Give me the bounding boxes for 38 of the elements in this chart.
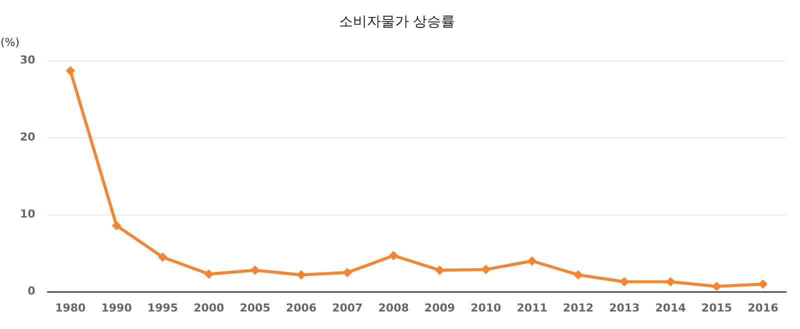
point xyxy=(66,66,75,76)
point xyxy=(481,264,490,274)
chart-title: 소비자물가 상승률 xyxy=(338,14,456,30)
x-tick-label: 1980 xyxy=(55,301,86,314)
y-tick-label: 10 xyxy=(20,208,36,221)
y-tick-label: 30 xyxy=(20,54,36,67)
x-tick-label: 1995 xyxy=(147,301,178,314)
point xyxy=(435,266,444,275)
point xyxy=(666,277,676,286)
y-tick-label: 0 xyxy=(28,284,36,298)
x-tick-label: 2013 xyxy=(609,301,640,314)
y-axis-title: (%) xyxy=(0,36,20,50)
x-tick-label: 2014 xyxy=(655,301,686,314)
point xyxy=(250,266,260,275)
x-tick-label: 2006 xyxy=(286,301,317,314)
point xyxy=(296,270,306,280)
x-tick-label: 2009 xyxy=(424,301,456,314)
point xyxy=(528,256,537,266)
x-tick-label: 2005 xyxy=(240,301,270,314)
point xyxy=(758,280,768,289)
x-tick-label: 2008 xyxy=(378,301,409,314)
x-tick-label: 2016 xyxy=(748,301,779,314)
point xyxy=(389,251,398,260)
point xyxy=(112,221,122,230)
x-tick-label: 2015 xyxy=(701,301,732,314)
x-tick-label: 1990 xyxy=(101,301,132,314)
point xyxy=(574,270,583,280)
x-tick-label: 2007 xyxy=(332,301,363,314)
y-tick-label: 20 xyxy=(20,130,36,144)
x-tick-label: 2011 xyxy=(516,301,548,314)
point xyxy=(620,277,629,286)
point xyxy=(158,252,168,262)
point xyxy=(204,270,214,279)
point xyxy=(712,282,722,291)
x-tick-label: 2000 xyxy=(194,301,225,314)
point xyxy=(342,268,352,278)
x-tick-label: 2012 xyxy=(562,301,594,314)
x-tick-label: 2010 xyxy=(470,301,502,314)
